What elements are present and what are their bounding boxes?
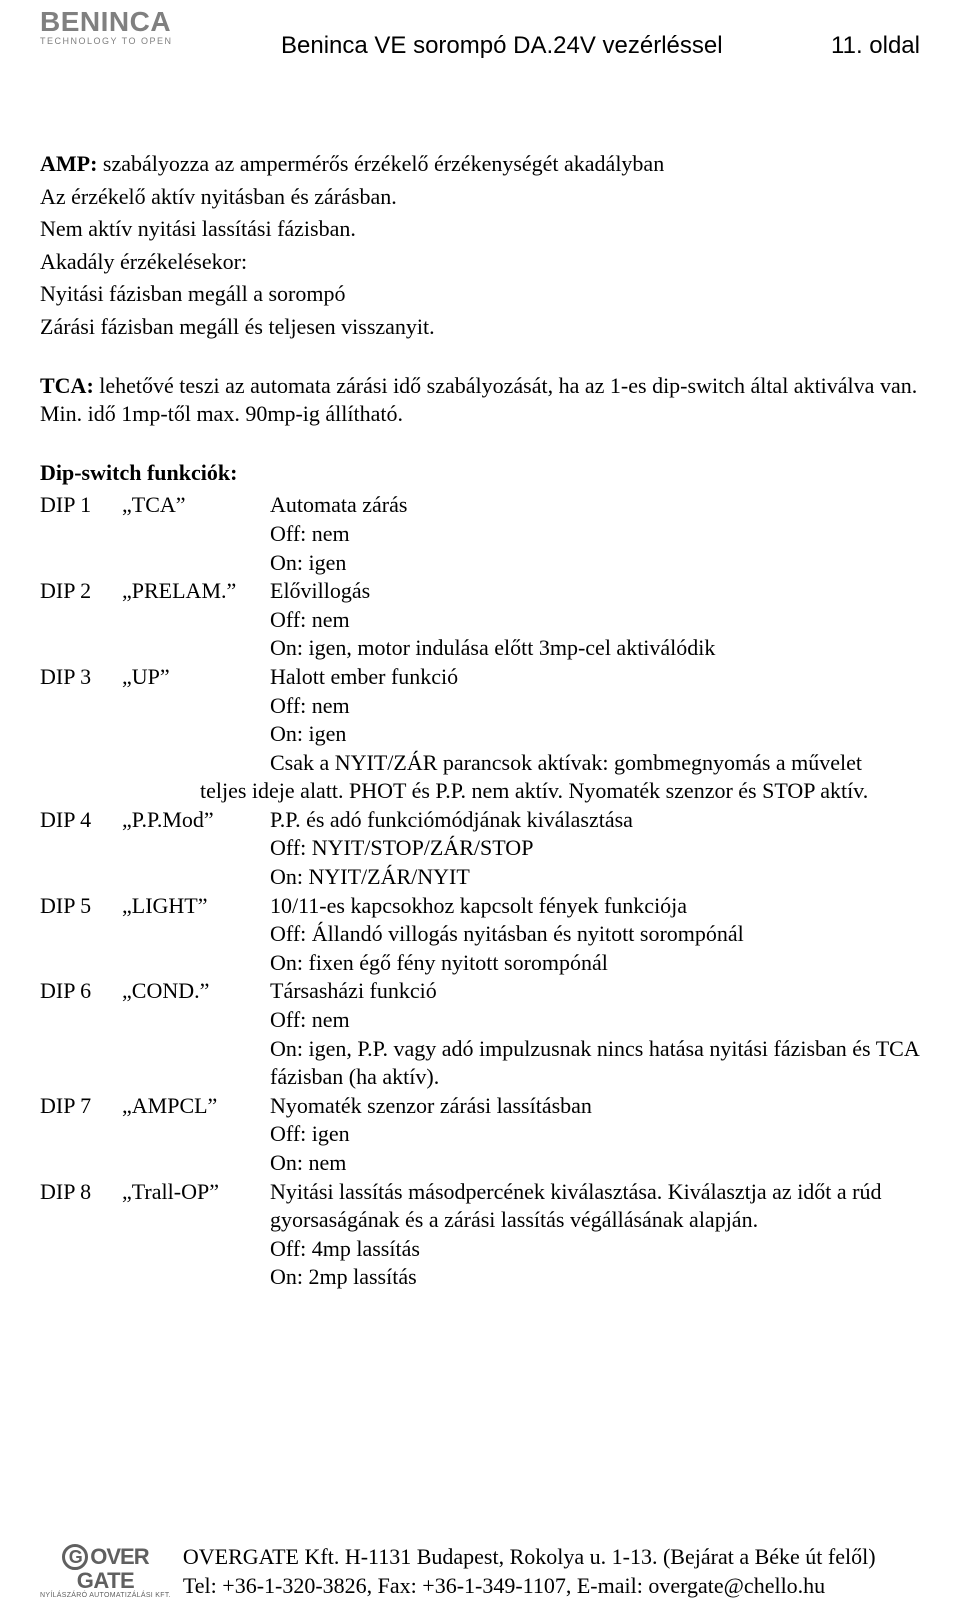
dip-col-number: DIP 7 xyxy=(40,1092,122,1121)
dip-col-number: DIP 6 xyxy=(40,977,122,1006)
dip-col-desc: On: igen xyxy=(270,549,920,578)
dip-col-desc: On: 2mp lassítás xyxy=(270,1263,920,1292)
dip-col-desc: Nyomaték szenzor zárási lassításban xyxy=(270,1092,920,1121)
footer-logo-bottom: GATE xyxy=(77,1570,134,1592)
dip-col-code: „PRELAM.” xyxy=(122,577,270,606)
tca-text: lehetővé teszi az automata zárási idő sz… xyxy=(40,373,917,427)
dip-row-tail: teljes ideje alatt. PHOT és P.P. nem akt… xyxy=(40,777,920,806)
dip-col-number: DIP 3 xyxy=(40,663,122,692)
dip-row: On: igen, motor indulása előtt 3mp-cel a… xyxy=(40,634,920,663)
dip-row: DIP 2„PRELAM.”Elővillogás xyxy=(40,577,920,606)
dip-row: On: NYIT/ZÁR/NYIT xyxy=(40,863,920,892)
dip-row: Csak a NYIT/ZÁR parancsok aktívak: gombm… xyxy=(40,749,920,778)
amp-line5: Nyitási fázisban megáll a sorompó xyxy=(40,280,920,309)
dip-col-number: DIP 1 xyxy=(40,491,122,520)
dip-col-code: „AMPCL” xyxy=(122,1092,270,1121)
dip-col-number: DIP 8 xyxy=(40,1178,122,1207)
dip-row: On: fixen égő fény nyitott sorompónál xyxy=(40,949,920,978)
dip-col-code: „COND.” xyxy=(122,977,270,1006)
dip-row: On: igen xyxy=(40,549,920,578)
dip-row: DIP 4„P.P.Mod”P.P. és adó funkciómódjána… xyxy=(40,806,920,835)
footer-line1: OVERGATE Kft. H-1131 Budapest, Rokolya u… xyxy=(183,1542,876,1572)
dip-switch-heading: Dip-switch funkciók: xyxy=(40,459,920,488)
dip-row: On: igen xyxy=(40,720,920,749)
amp-line4: Akadály érzékelésekor: xyxy=(40,248,920,277)
dip-col-desc: Nyitási lassítás másodpercének kiválaszt… xyxy=(270,1178,920,1235)
logo-main-text: BENINCA xyxy=(40,8,171,36)
overgate-logo: GOVER GATE NYÍLÁSZÁRÓ AUTOMATIZÁLÁSI KFT… xyxy=(40,1544,171,1599)
amp-label: AMP: xyxy=(40,151,97,176)
dip-col-desc: Elővillogás xyxy=(270,577,920,606)
tca-para: TCA: lehetővé teszi az automata zárási i… xyxy=(40,372,920,429)
dip-row: Off: 4mp lassítás xyxy=(40,1235,920,1264)
dip-col-desc: Off: 4mp lassítás xyxy=(270,1235,920,1264)
dip-col-code: „Trall-OP” xyxy=(122,1178,270,1207)
dip-row: On: igen, P.P. vagy adó impulzusnak ninc… xyxy=(40,1035,920,1092)
footer-contact: OVERGATE Kft. H-1131 Budapest, Rokolya u… xyxy=(183,1542,876,1601)
dip-col-desc: Off: igen xyxy=(270,1120,920,1149)
amp-line6: Zárási fázisban megáll és teljesen vissz… xyxy=(40,313,920,342)
footer-logo-top: GOVER xyxy=(62,1544,148,1570)
dip-row: DIP 5„LIGHT”10/11-es kapcsokhoz kapcsolt… xyxy=(40,892,920,921)
dip-col-desc: Csak a NYIT/ZÁR parancsok aktívak: gombm… xyxy=(270,749,920,778)
dip-col-number: DIP 4 xyxy=(40,806,122,835)
dip-row: DIP 1„TCA”Automata zárás xyxy=(40,491,920,520)
dip-col-desc: Automata zárás xyxy=(270,491,920,520)
dip-col-desc: 10/11-es kapcsokhoz kapcsolt fények funk… xyxy=(270,892,920,921)
dip-row: DIP 3„UP”Halott ember funkció xyxy=(40,663,920,692)
dip-col-desc: On: igen xyxy=(270,720,920,749)
dip-col-desc: On: igen, P.P. vagy adó impulzusnak ninc… xyxy=(270,1035,920,1092)
dip-col-desc: P.P. és adó funkciómódjának kiválasztása xyxy=(270,806,920,835)
amp-para: AMP: szabályozza az ampermérős érzékelő … xyxy=(40,150,920,179)
amp-line2: Az érzékelő aktív nyitásban és zárásban. xyxy=(40,183,920,212)
page-footer: GOVER GATE NYÍLÁSZÁRÓ AUTOMATIZÁLÁSI KFT… xyxy=(40,1542,920,1601)
dip-row: Off: nem xyxy=(40,606,920,635)
dip-col-desc: Off: nem xyxy=(270,1006,920,1035)
footer-logo-tagline: NYÍLÁSZÁRÓ AUTOMATIZÁLÁSI KFT. xyxy=(40,1592,171,1599)
dip-col-code: „LIGHT” xyxy=(122,892,270,921)
dip-col-desc: On: nem xyxy=(270,1149,920,1178)
dip-col-desc: On: NYIT/ZÁR/NYIT xyxy=(270,863,920,892)
dip-row: On: 2mp lassítás xyxy=(40,1263,920,1292)
dip-col-number: DIP 5 xyxy=(40,892,122,921)
dip-row: DIP 6„COND.”Társasházi funkció xyxy=(40,977,920,1006)
dip-col-code: „P.P.Mod” xyxy=(122,806,270,835)
dip-row: On: nem xyxy=(40,1149,920,1178)
dip-row: Off: nem xyxy=(40,1006,920,1035)
dip-row: Off: nem xyxy=(40,520,920,549)
dip-row: Off: Állandó villogás nyitásban és nyito… xyxy=(40,920,920,949)
page-number: 11. oldal xyxy=(831,32,920,60)
dip-col-desc: On: igen, motor indulása előtt 3mp-cel a… xyxy=(270,634,920,663)
logo-tagline: TECHNOLOGY TO OPEN xyxy=(40,36,173,47)
dip-col-number: DIP 2 xyxy=(40,577,122,606)
amp-line3: Nem aktív nyitási lassítási fázisban. xyxy=(40,215,920,244)
gear-icon: G xyxy=(62,1544,88,1570)
dip-col-desc: Off: Állandó villogás nyitásban és nyito… xyxy=(270,920,920,949)
dip-row: Off: NYIT/STOP/ZÁR/STOP xyxy=(40,834,920,863)
dip-col-desc: Társasházi funkció xyxy=(270,977,920,1006)
tca-label: TCA: xyxy=(40,373,94,398)
dip-col-desc: Halott ember funkció xyxy=(270,663,920,692)
page-header: BENINCA TECHNOLOGY TO OPEN Beninca VE so… xyxy=(40,0,920,90)
amp-text: szabályozza az ampermérős érzékelő érzék… xyxy=(97,151,664,176)
dip-col-desc: Off: NYIT/STOP/ZÁR/STOP xyxy=(270,834,920,863)
dip-col-code: „TCA” xyxy=(122,491,270,520)
dip-col-desc: Off: nem xyxy=(270,692,920,721)
page-content: AMP: szabályozza az ampermérős érzékelő … xyxy=(40,150,920,1292)
beninca-logo: BENINCA TECHNOLOGY TO OPEN xyxy=(40,8,173,47)
dip-col-code: „UP” xyxy=(122,663,270,692)
dip-row: DIP 8„Trall-OP”Nyitási lassítás másodper… xyxy=(40,1178,920,1235)
dip-switch-table: DIP 1„TCA”Automata zárásOff: nemOn: igen… xyxy=(40,491,920,1292)
dip-col-desc: Off: nem xyxy=(270,606,920,635)
footer-line2: Tel: +36-1-320-3826, Fax: +36-1-349-1107… xyxy=(183,1571,876,1601)
dip-row: DIP 7„AMPCL”Nyomaték szenzor zárási lass… xyxy=(40,1092,920,1121)
dip-col-desc: On: fixen égő fény nyitott sorompónál xyxy=(270,949,920,978)
dip-tail-text: teljes ideje alatt. PHOT és P.P. nem akt… xyxy=(40,777,920,806)
dip-row: Off: igen xyxy=(40,1120,920,1149)
dip-row: Off: nem xyxy=(40,692,920,721)
document-title: Beninca VE sorompó DA.24V vezérléssel xyxy=(281,32,723,60)
dip-col-desc: Off: nem xyxy=(270,520,920,549)
